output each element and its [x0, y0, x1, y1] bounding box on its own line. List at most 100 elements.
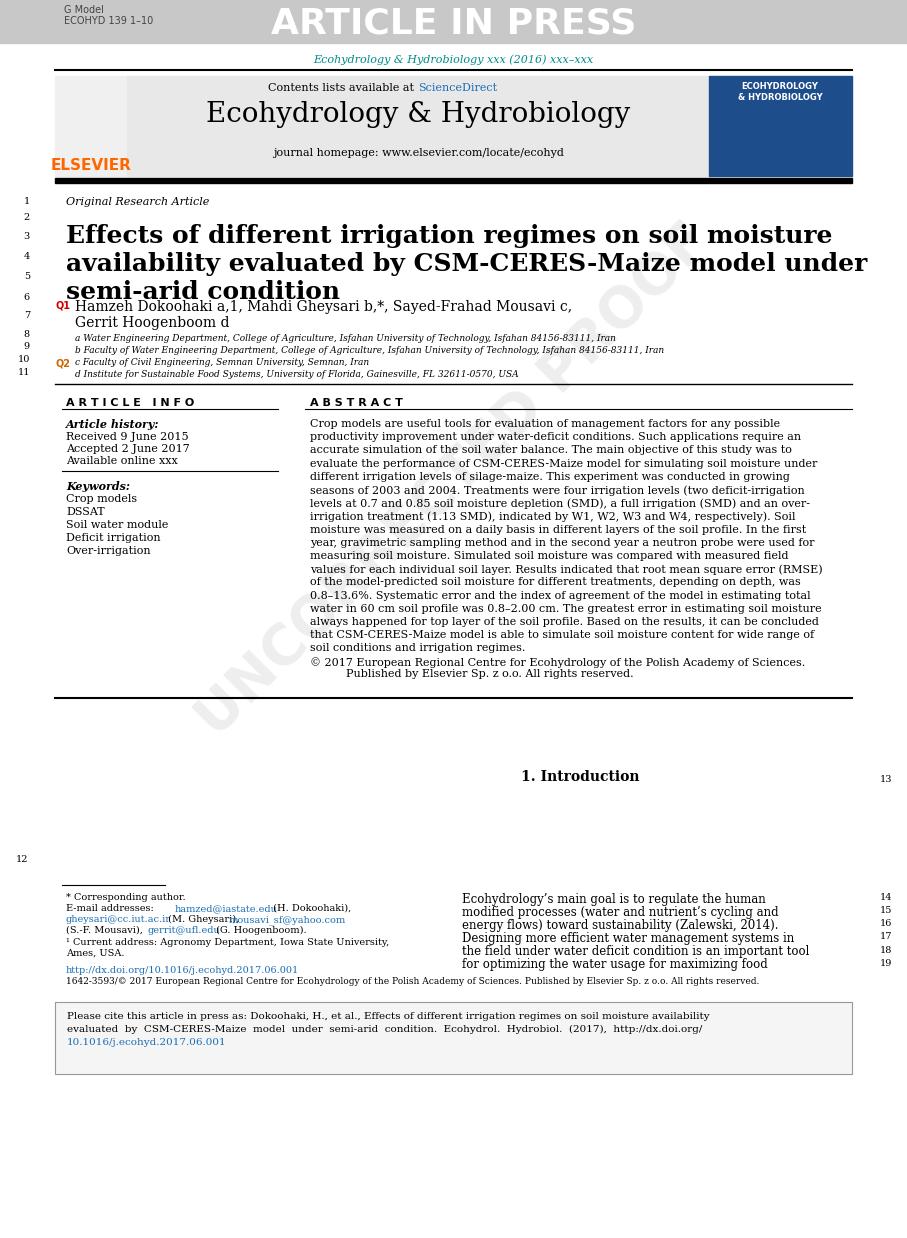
Text: d Institute for Sustainable Food Systems, University of Florida, Gainesville, FL: d Institute for Sustainable Food Systems…	[75, 370, 519, 379]
Text: Original Research Article: Original Research Article	[66, 197, 210, 207]
Bar	[55, 1002, 852, 1075]
Text: © 2017 European Regional Centre for Ecohydrology of the Polish Academy of Scienc: © 2017 European Regional Centre for Ecoh…	[310, 657, 805, 667]
Text: Ames, USA.: Ames, USA.	[66, 950, 124, 958]
Text: Hamzeh Dokoohaki a,1, Mahdi Gheysari b,*, Sayed-Frahad Mousavi c,: Hamzeh Dokoohaki a,1, Mahdi Gheysari b,*…	[75, 300, 572, 314]
Text: (H. Dokoohaki),: (H. Dokoohaki),	[270, 904, 351, 912]
Text: Ecohydrology & Hydrobiology xxx (2016) xxx–xxx: Ecohydrology & Hydrobiology xxx (2016) x…	[314, 54, 593, 64]
Text: 14: 14	[880, 893, 892, 903]
Text: 19: 19	[880, 959, 892, 968]
Text: energy flows) toward sustainability (Zalewski, 2014).: energy flows) toward sustainability (Zal…	[462, 919, 778, 932]
Text: ARTICLE IN PRESS: ARTICLE IN PRESS	[271, 6, 636, 40]
Text: 10: 10	[17, 355, 30, 364]
Text: productivity improvement under water-deficit conditions. Such applications requi: productivity improvement under water-def…	[310, 432, 801, 442]
Text: 2: 2	[24, 213, 30, 222]
Text: accurate simulation of the soil water balance. The main objective of this study : accurate simulation of the soil water ba…	[310, 446, 792, 456]
Text: Contents lists available at: Contents lists available at	[268, 83, 418, 93]
Text: ECOHYD 139 1–10: ECOHYD 139 1–10	[64, 16, 153, 26]
Text: Received 9 June 2015: Received 9 June 2015	[66, 432, 189, 442]
Text: Published by Elsevier Sp. z o.o. All rights reserved.: Published by Elsevier Sp. z o.o. All rig…	[346, 669, 634, 678]
Text: 3: 3	[24, 232, 30, 241]
Text: ScienceDirect: ScienceDirect	[418, 83, 497, 93]
Text: 15: 15	[880, 906, 892, 915]
Text: (S.-F. Mousavi),: (S.-F. Mousavi),	[66, 926, 146, 935]
Text: modified processes (water and nutrient’s cycling and: modified processes (water and nutrient’s…	[462, 906, 778, 919]
Text: mousavi_sf@yahoo.com: mousavi_sf@yahoo.com	[229, 915, 346, 925]
Text: 8: 8	[24, 331, 30, 339]
Text: UNCORRECTED PROOF: UNCORRECTED PROOF	[187, 213, 720, 747]
Text: ECOHYDROLOGY: ECOHYDROLOGY	[742, 82, 818, 92]
Text: 9: 9	[24, 342, 30, 352]
Text: b Faculty of Water Engineering Department, College of Agriculture, Isfahan Unive: b Faculty of Water Engineering Departmen…	[75, 345, 664, 355]
Text: 1642-3593/© 2017 European Regional Centre for Ecohydrology of the Polish Academy: 1642-3593/© 2017 European Regional Centr…	[66, 977, 759, 985]
Text: 1. Introduction: 1. Introduction	[521, 770, 639, 784]
Text: DSSAT: DSSAT	[66, 508, 104, 517]
Text: evaluated  by  CSM-CERES-Maize  model  under  semi-arid  condition.  Ecohydrol. : evaluated by CSM-CERES-Maize model under…	[67, 1025, 702, 1034]
Text: measuring soil moisture. Simulated soil moisture was compared with measured fiel: measuring soil moisture. Simulated soil …	[310, 551, 788, 561]
Text: & HYDROBIOLOGY: & HYDROBIOLOGY	[737, 93, 823, 102]
Text: soil conditions and irrigation regimes.: soil conditions and irrigation regimes.	[310, 644, 525, 654]
Text: 17: 17	[880, 932, 892, 941]
Text: Soil water module: Soil water module	[66, 520, 169, 530]
Text: the field under water deficit condition is an important tool: the field under water deficit condition …	[462, 945, 809, 958]
Text: ¹ Current address: Agronomy Department, Iowa State University,: ¹ Current address: Agronomy Department, …	[66, 938, 389, 947]
Text: moisture was measured on a daily basis in different layers of the soil profile. : moisture was measured on a daily basis i…	[310, 525, 806, 535]
Text: for optimizing the water usage for maximizing food: for optimizing the water usage for maxim…	[462, 958, 767, 971]
Text: 7: 7	[24, 311, 30, 319]
Text: availability evaluated by CSM-CERES-Maize model under: availability evaluated by CSM-CERES-Maiz…	[66, 253, 867, 276]
Text: 5: 5	[24, 272, 30, 281]
Text: semi-arid condition: semi-arid condition	[66, 280, 340, 305]
Text: Keywords:: Keywords:	[66, 482, 130, 491]
Text: 12: 12	[15, 855, 28, 864]
Text: Ecohydrology’s main goal is to regulate the human: Ecohydrology’s main goal is to regulate …	[462, 893, 766, 906]
Text: that CSM-CERES-Maize model is able to simulate soil moisture content for wide ra: that CSM-CERES-Maize model is able to si…	[310, 630, 814, 640]
Text: 6: 6	[24, 293, 30, 302]
Bar	[127, 76, 709, 176]
Text: * Corresponding author.: * Corresponding author.	[66, 893, 186, 903]
Text: Gerrit Hoogenboom d: Gerrit Hoogenboom d	[75, 316, 229, 331]
Text: Q2: Q2	[55, 358, 70, 368]
Text: G Model: G Model	[64, 5, 104, 15]
Text: Q1: Q1	[55, 300, 70, 310]
Text: 1: 1	[24, 197, 30, 206]
Text: seasons of 2003 and 2004. Treatments were four irrigation levels (two deficit-ir: seasons of 2003 and 2004. Treatments wer…	[310, 485, 805, 495]
Text: levels at 0.7 and 0.85 soil moisture depletion (SMD), a full irrigation (SMD) an: levels at 0.7 and 0.85 soil moisture dep…	[310, 498, 810, 509]
Text: ELSEVIER: ELSEVIER	[51, 158, 132, 173]
Text: Crop models are useful tools for evaluation of management factors for any possib: Crop models are useful tools for evaluat…	[310, 418, 780, 430]
Text: (G. Hoogenboom).: (G. Hoogenboom).	[213, 926, 307, 935]
Text: Please cite this article in press as: Dokoohaki, H., et al., Effects of differen: Please cite this article in press as: Do…	[67, 1011, 709, 1021]
Bar	[709, 76, 852, 176]
Bar	[55, 178, 852, 183]
Text: always happened for top layer of the soil profile. Based on the results, it can : always happened for top layer of the soi…	[310, 617, 819, 626]
Text: Available online xxx: Available online xxx	[66, 456, 178, 465]
Text: 11: 11	[17, 368, 30, 378]
Text: 16: 16	[880, 919, 892, 928]
Text: http://dx.doi.org/10.1016/j.ecohyd.2017.06.001: http://dx.doi.org/10.1016/j.ecohyd.2017.…	[66, 966, 299, 976]
Text: hamzed@iastate.edu: hamzed@iastate.edu	[175, 904, 278, 912]
Text: irrigation treatment (1.13 SMD), indicated by W1, W2, W3 and W4, respectively). : irrigation treatment (1.13 SMD), indicat…	[310, 511, 795, 522]
Bar	[55, 1002, 852, 1075]
Text: Effects of different irrigation regimes on soil moisture: Effects of different irrigation regimes …	[66, 224, 833, 248]
Text: A R T I C L E   I N F O: A R T I C L E I N F O	[66, 397, 194, 409]
Text: of the model-predicted soil moisture for different treatments, depending on dept: of the model-predicted soil moisture for…	[310, 577, 801, 587]
Text: Over-irrigation: Over-irrigation	[66, 546, 151, 556]
Text: a Water Engineering Department, College of Agriculture, Isfahan University of Te: a Water Engineering Department, College …	[75, 334, 616, 343]
Text: year, gravimetric sampling method and in the second year a neutron probe were us: year, gravimetric sampling method and in…	[310, 537, 814, 547]
Text: 10.1016/j.ecohyd.2017.06.001: 10.1016/j.ecohyd.2017.06.001	[67, 1037, 227, 1047]
Text: Ecohydrology & Hydrobiology: Ecohydrology & Hydrobiology	[206, 102, 630, 128]
Text: Designing more efficient water management systems in: Designing more efficient water managemen…	[462, 932, 795, 945]
Text: gerrit@ufl.edu: gerrit@ufl.edu	[148, 926, 220, 935]
Text: evaluate the performance of CSM-CERES-Maize model for simulating soil moisture u: evaluate the performance of CSM-CERES-Ma…	[310, 458, 817, 469]
Text: Crop models: Crop models	[66, 494, 137, 504]
Bar	[55, 76, 127, 176]
Text: Deficit irrigation: Deficit irrigation	[66, 534, 161, 543]
Text: Article history:: Article history:	[66, 418, 160, 430]
Text: Accepted 2 June 2017: Accepted 2 June 2017	[66, 444, 190, 454]
Text: gheysari@cc.iut.ac.ir: gheysari@cc.iut.ac.ir	[66, 915, 171, 924]
Text: values for each individual soil layer. Results indicated that root mean square e: values for each individual soil layer. R…	[310, 565, 823, 574]
Text: water in 60 cm soil profile was 0.8–2.00 cm. The greatest error in estimating so: water in 60 cm soil profile was 0.8–2.00…	[310, 604, 822, 614]
Text: c Faculty of Civil Engineering, Semnan University, Semnan, Iran: c Faculty of Civil Engineering, Semnan U…	[75, 358, 369, 366]
Text: journal homepage: www.elsevier.com/locate/ecohyd: journal homepage: www.elsevier.com/locat…	[273, 149, 563, 158]
Text: A B S T R A C T: A B S T R A C T	[310, 397, 403, 409]
Text: 13: 13	[880, 775, 892, 784]
Text: 4: 4	[24, 253, 30, 261]
